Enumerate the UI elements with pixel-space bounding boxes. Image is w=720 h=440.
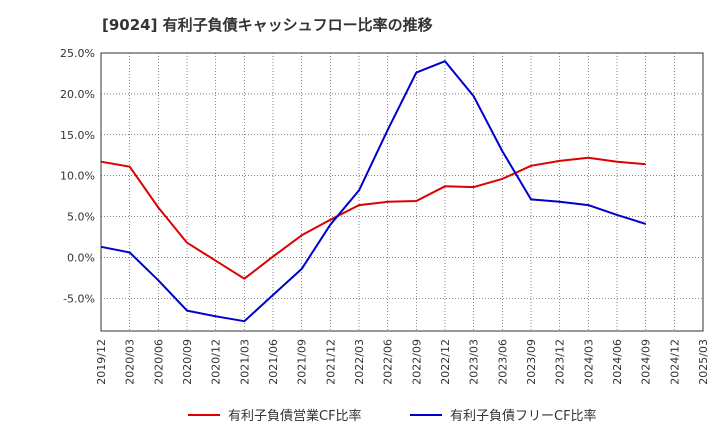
y-tick-label: 25.0% (60, 47, 95, 60)
x-tick-label: 2025/03 (697, 339, 710, 385)
x-tick-label: 2023/09 (525, 339, 538, 385)
x-tick-label: 2024/09 (640, 339, 653, 385)
x-tick-label: 2022/12 (439, 339, 452, 385)
x-tick-label: 2021/06 (267, 339, 280, 385)
x-tick-label: 2020/09 (181, 339, 194, 385)
x-tick-label: 2024/12 (668, 339, 681, 385)
x-tick-label: 2022/06 (382, 339, 395, 385)
y-tick-label: 10.0% (60, 170, 95, 183)
legend: 有利子負債営業CF比率 有利子負債フリーCF比率 (188, 408, 597, 424)
series-line-1 (100, 156, 646, 280)
x-tick-label: 2024/03 (582, 339, 595, 385)
series-lines (100, 60, 646, 323)
x-tick-label: 2023/03 (468, 339, 481, 385)
plot-frame (100, 52, 704, 332)
x-tick-label: 2020/06 (152, 339, 165, 385)
x-tick-label: 2021/03 (238, 339, 251, 385)
x-tick-label: 2023/12 (554, 339, 567, 385)
legend-label: 有利子負債営業CF比率 (228, 408, 362, 424)
y-tick-label: 15.0% (60, 129, 95, 142)
y-tick-label: 0.0% (67, 251, 95, 264)
x-tick-label: 2024/06 (611, 339, 624, 385)
y-tick-label: 20.0% (60, 88, 95, 101)
x-axis-ticks: 2019/12 2020/03 2020/06 2020/09 2020/12 2021/… (95, 339, 710, 385)
x-tick-label: 2020/12 (210, 339, 223, 385)
y-tick-label: 5.0% (67, 211, 95, 224)
x-tick-label: 2022/09 (410, 339, 423, 385)
series-line-2 (100, 60, 646, 323)
x-tick-label: 2019/12 (95, 339, 108, 385)
y-axis-ticks: 25.0% 20.0% 15.0% 10.0% 5.0% 0.0% -5.0% (60, 47, 95, 305)
x-tick-label: 2023/06 (496, 339, 509, 385)
y-tick-label: -5.0% (63, 292, 95, 305)
x-tick-label: 2020/03 (124, 339, 137, 385)
x-tick-label: 2022/03 (353, 339, 366, 385)
x-tick-label: 2021/09 (296, 339, 309, 385)
legend-label: 有利子負債フリーCF比率 (450, 408, 597, 424)
chart-title: [9024] 有利子負債キャッシュフロー比率の推移 (102, 16, 433, 34)
x-tick-label: 2021/12 (324, 339, 337, 385)
grid-lines (100, 52, 704, 331)
